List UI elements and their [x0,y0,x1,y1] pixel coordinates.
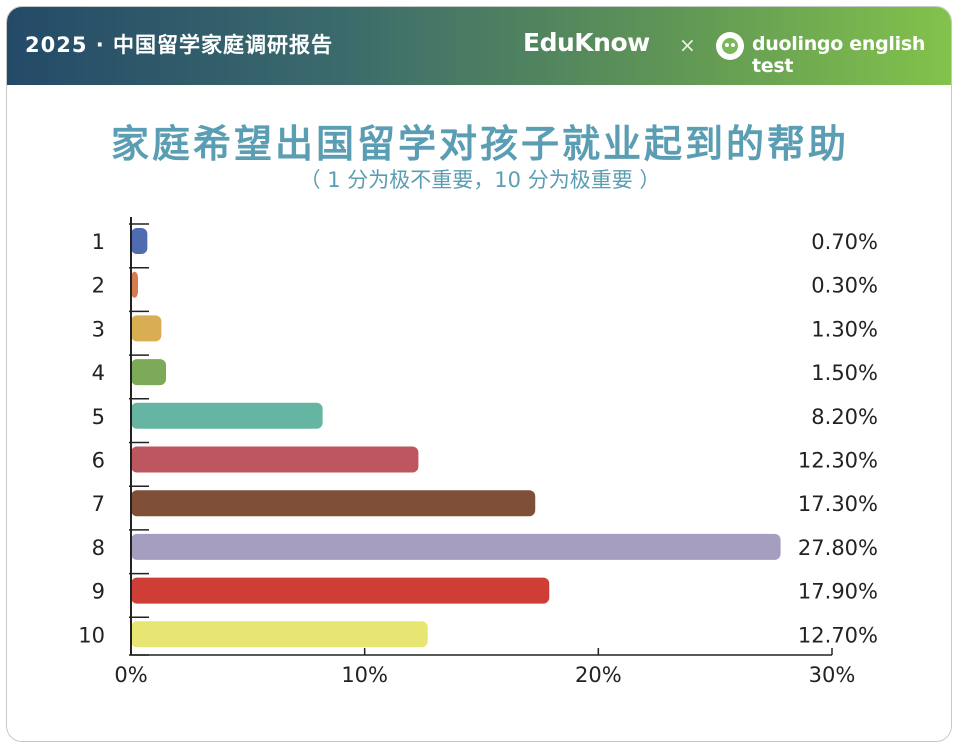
x-tick-label-0: 0% [114,663,147,687]
category-label-6: 6 [92,449,105,473]
category-label-4: 4 [92,361,105,385]
value-label-8: 27.80% [798,536,878,560]
header-banner: 2025 · 中国留学家庭调研报告 EduKnow × duolingo eng… [7,7,951,85]
value-label-6: 12.30% [798,449,878,473]
category-label-3: 3 [92,317,105,341]
category-label-7: 7 [92,492,105,516]
duolingo-logo-text: duolingo english test [752,33,926,77]
report-title: 2025 · 中国留学家庭调研报告 [25,33,334,57]
value-label-5: 8.20% [811,405,878,429]
category-label-10: 10 [78,623,105,647]
bar-8 [131,533,781,560]
category-label-5: 5 [92,405,105,429]
value-label-1: 0.70% [811,230,878,254]
bar-1 [131,228,148,254]
eduknow-logo: EduKnow [523,28,650,57]
category-label-2: 2 [92,274,105,298]
bar-2 [131,271,139,298]
bar-10 [131,621,428,648]
category-label-1: 1 [92,230,105,254]
value-label-2: 0.30% [811,274,878,298]
bar-6 [131,446,419,473]
x-tick-label-30: 30% [809,663,856,687]
bar-7 [131,490,536,517]
value-label-9: 17.90% [798,580,878,604]
value-label-7: 17.30% [798,492,878,516]
chart-subtitle: （ 1 分为极不重要，10 分为极重要 ） [299,168,661,192]
x-tick-label-10: 10% [341,663,388,687]
bar-9 [131,577,550,604]
chart-title: 家庭希望出国留学对孩子就业起到的帮助 [110,122,849,166]
value-label-3: 1.30% [811,317,878,341]
category-label-8: 8 [92,536,105,560]
brand-separator: × [679,33,696,57]
bar-3 [131,315,162,342]
value-label-4: 1.50% [811,361,878,385]
duolingo-owl-icon [716,32,744,60]
x-tick-label-20: 20% [575,663,622,687]
category-label-9: 9 [92,580,105,604]
bar-4 [131,359,167,386]
value-label-10: 12.70% [798,623,878,647]
bar-5 [131,402,323,429]
